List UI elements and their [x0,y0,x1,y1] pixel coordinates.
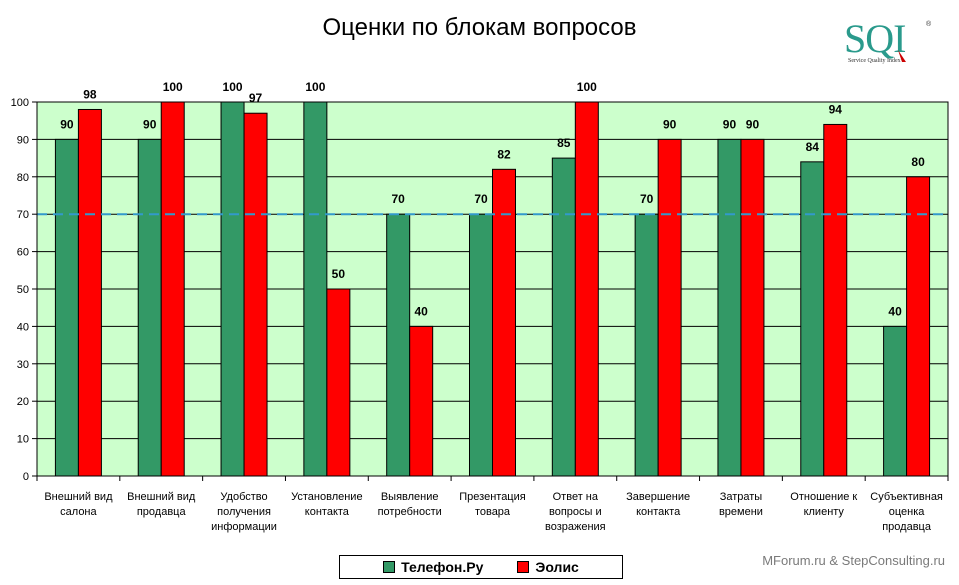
category-label: Установление [291,491,362,503]
category-label: получения [217,506,271,518]
category-label: продавца [882,521,932,533]
data-label: 90 [143,117,157,131]
data-label: 80 [911,155,925,169]
data-label: 90 [746,117,760,131]
category-label: Ответ на [553,491,599,503]
y-tick-label: 60 [17,247,29,259]
legend-label-series1: Телефон.Ру [401,559,484,575]
data-label: 70 [640,192,654,206]
category-label: Внешний вид [44,491,113,503]
bar-series2 [160,101,185,477]
bar-series2 [823,123,848,477]
category-label: информации [211,521,277,533]
bar-series1 [54,138,79,477]
source-note: MForum.ru & StepConsulting.ru [762,553,945,568]
logo-registered: ® [926,20,932,28]
category-label: контакта [636,506,681,518]
category-label: Удобство [220,491,267,503]
category-label: Выявление [381,491,439,503]
data-label: 50 [332,267,346,281]
bar-series1 [883,325,908,477]
data-label: 90 [723,117,737,131]
bar-series2 [906,176,931,477]
y-tick-label: 80 [17,172,29,184]
y-tick-label: 30 [17,359,29,371]
bar-series2 [574,101,599,477]
bar-series2 [243,112,268,477]
bar-series1 [220,101,245,477]
category-label: продавца [137,506,187,518]
bar-series2 [409,325,434,477]
legend-item-series1: Телефон.Ру [383,559,483,575]
y-tick-label: 90 [17,134,29,146]
data-label: 100 [577,80,597,94]
data-label: 100 [223,80,243,94]
category-label: контакта [305,506,350,518]
bar-series2 [492,168,516,477]
logo-subtitle: Service Quality Index [848,58,901,64]
data-label: 100 [305,80,325,94]
category-label: Внешний вид [127,491,196,503]
category-label: оценка [889,506,926,518]
data-label: 40 [888,304,902,318]
data-label: 100 [163,80,183,94]
y-tick-label: 100 [11,97,29,109]
category-label: Субъективная [870,491,943,503]
y-tick-label: 50 [17,284,29,296]
sqi-logo: SQI ® Service Quality Index [844,16,932,64]
category-label: салона [60,506,97,518]
bar-series1 [137,138,162,477]
bar-series1 [551,157,576,477]
bar-series1 [469,213,493,477]
bar-series1 [386,213,411,477]
data-label: 84 [806,140,820,154]
data-label: 82 [497,147,511,161]
logo-text: SQI [844,16,905,61]
y-tick-label: 20 [17,396,29,408]
bar-series2 [326,288,351,477]
legend-swatch-series2 [517,561,530,573]
category-label: Презентация [459,491,525,503]
bar-series1 [717,138,742,477]
bar-series2 [740,138,765,477]
y-tick-label: 10 [17,434,29,446]
logo-accent-icon [898,50,906,62]
category-label: возражения [545,521,606,533]
category-label: Завершение [626,491,690,503]
bar-series1 [800,161,825,477]
data-label: 97 [249,91,263,105]
category-label: Отношение к [790,491,857,503]
chart-area: 0 10 20 30 40 50 60 70 80 90 100 90 98 Внешний вид сал… [11,80,949,533]
category-label: товара [475,506,511,518]
category-label: Затраты [720,491,763,503]
y-tick-label: 40 [17,321,29,333]
legend: Телефон.Ру Эолис [339,555,623,579]
data-label: 85 [557,136,571,150]
data-label: 70 [474,192,488,206]
category-label: потребности [378,506,442,518]
bar-series1 [303,101,328,477]
legend-item-series2: Эолис [517,559,579,575]
chart-title: Оценки по блокам вопросов [322,14,637,41]
y-tick-label: 0 [23,471,29,483]
category-label: клиенту [804,506,845,518]
bar-series2 [657,138,682,477]
y-tick-label: 70 [17,209,29,221]
data-label: 94 [829,102,843,116]
category-label: вопросы и [549,506,602,518]
legend-swatch-series1 [383,561,396,573]
bar-series2 [77,108,102,477]
category-label: времени [719,506,763,518]
legend-label-series2: Эолис [535,559,579,575]
bar-series1 [634,213,659,477]
data-label: 98 [83,87,97,101]
data-label: 70 [392,192,406,206]
data-label: 40 [415,304,429,318]
data-label: 90 [60,117,74,131]
data-label: 90 [663,117,677,131]
